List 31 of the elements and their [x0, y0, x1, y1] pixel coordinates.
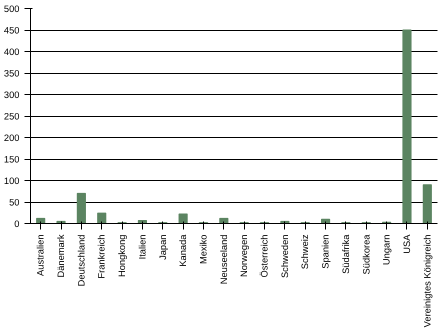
y-tick-label: 250 [4, 112, 20, 122]
y-tick-label: 500 [4, 4, 20, 14]
y-tick-label: 300 [4, 90, 20, 100]
y-tick-label: 400 [4, 47, 20, 57]
x-tick-label: Hongkong [117, 234, 128, 278]
x-tick-label: Japan [158, 234, 168, 260]
x-tick-label: Spanien [320, 234, 331, 269]
x-tick-label: Norwegen [239, 234, 250, 278]
y-tick-label: 50 [9, 198, 20, 208]
x-tick-label: Österreich [260, 234, 270, 278]
y-tick-label: 350 [4, 68, 20, 78]
x-tick-label: Schweiz [300, 234, 310, 270]
x-tick-label: Vereinigtes Königreich [422, 234, 432, 328]
y-tick-label: 150 [4, 154, 20, 164]
x-tick-label: Mexiko [198, 234, 208, 264]
x-tick-label: Schweden [280, 234, 290, 278]
x-tick-label: Frankreich [96, 234, 107, 279]
x-tick-label: Neuseeland [218, 234, 229, 284]
x-tick-label: Ungarn [382, 234, 392, 266]
y-tick-label: 200 [4, 133, 20, 143]
x-tick-label: Deutschland [76, 234, 86, 286]
x-tick-label: Italien [137, 234, 148, 260]
y-tick-label: 450 [4, 26, 20, 36]
y-tick-label: 0 [14, 219, 20, 229]
x-tick-label: Südafrika [340, 234, 351, 274]
y-tick-label: 100 [4, 176, 20, 186]
x-tick-label: Südkorea [361, 234, 372, 274]
x-tick-label: Kanada [178, 234, 188, 267]
x-tick-label: USA [402, 234, 412, 254]
x-tick-label: Dänemark [56, 234, 66, 278]
x-tick-label: Australien [36, 234, 46, 276]
